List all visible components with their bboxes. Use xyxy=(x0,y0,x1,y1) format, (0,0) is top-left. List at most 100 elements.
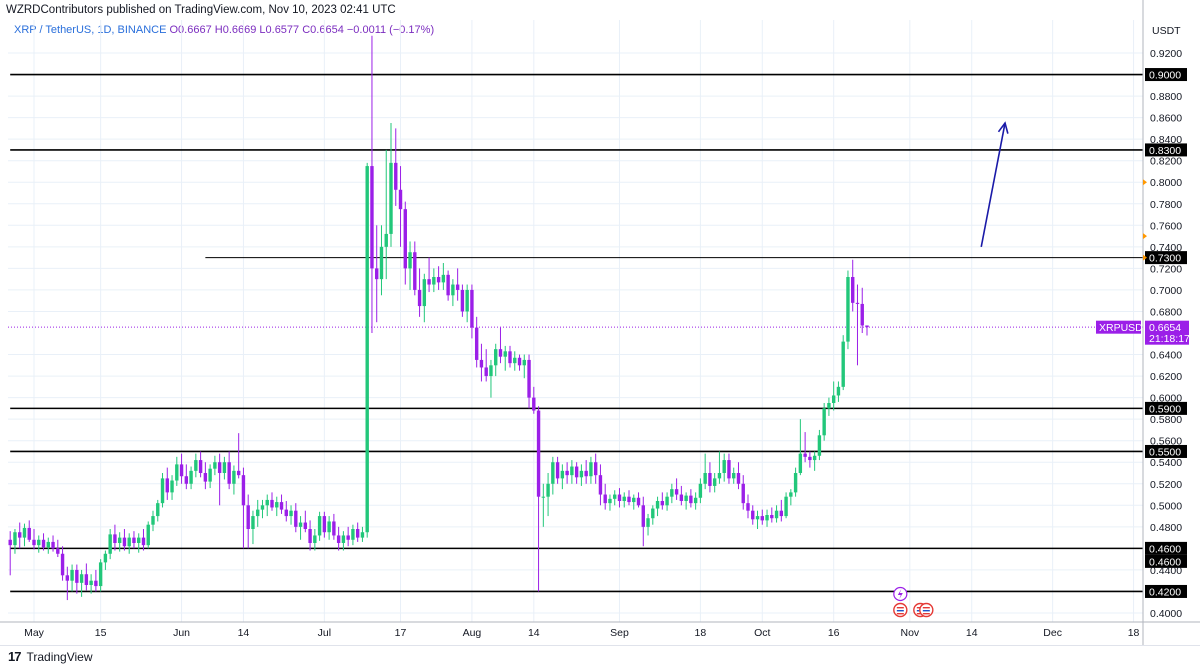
candle-body xyxy=(246,505,250,529)
candle-body xyxy=(603,494,607,504)
price-tick-label: 0.8600 xyxy=(1150,113,1182,125)
candle-body xyxy=(632,497,636,503)
candle-body xyxy=(32,539,36,546)
current-price-tag[interactable] xyxy=(1145,320,1189,345)
candle-body xyxy=(260,505,265,510)
candle-body xyxy=(22,527,27,538)
support-resistance-levels[interactable]: 0.9000 0.8300 0.7300 0.5900 0.5500 0.4600 0.42… xyxy=(8,68,1190,598)
candle-body xyxy=(727,460,731,479)
candle-body xyxy=(770,515,774,519)
candle-body xyxy=(779,510,784,517)
price-tick-label: 0.4800 xyxy=(1150,522,1182,534)
candle-body xyxy=(51,541,55,549)
candle-body xyxy=(608,498,612,504)
candle-body xyxy=(222,462,227,473)
candle-body xyxy=(341,535,346,543)
candle-body xyxy=(522,359,526,366)
candle-body xyxy=(441,274,446,283)
candle-body xyxy=(403,209,407,269)
candle-body xyxy=(103,553,108,563)
projection-arrow[interactable] xyxy=(980,121,1009,247)
price-tick-label: 0.5800 xyxy=(1150,414,1182,426)
candle-body xyxy=(541,496,546,498)
candle-body xyxy=(674,489,679,495)
ohlc-values: O0.6667 H0.6669 L0.6577 C0.6654 −0.0011 … xyxy=(169,24,435,36)
candle-body xyxy=(817,435,822,456)
candle-body xyxy=(122,537,127,547)
candle-body xyxy=(432,277,436,285)
level-tag xyxy=(1145,251,1187,265)
candle-body xyxy=(360,532,365,538)
candle-body xyxy=(108,534,112,554)
symbol-name[interactable]: XRP / TetherUS, 1D, BINANCE xyxy=(14,24,167,36)
candle-body xyxy=(570,466,574,476)
candle-body xyxy=(646,518,650,527)
candle-body xyxy=(413,252,417,290)
candle-body xyxy=(846,277,850,342)
time-tick-label: 14 xyxy=(528,627,540,639)
candle-body xyxy=(636,497,641,506)
candle-body xyxy=(79,574,84,583)
arrow-shaft[interactable] xyxy=(980,122,1006,247)
candle-body xyxy=(622,496,626,501)
candle-body xyxy=(593,462,598,476)
alert-marker xyxy=(1143,254,1147,261)
candle-body xyxy=(146,524,150,546)
candle-body xyxy=(165,478,169,493)
candle-body xyxy=(693,497,698,504)
candle-body xyxy=(717,473,722,479)
candle-body xyxy=(760,516,764,521)
price-tick-label: 0.7200 xyxy=(1150,263,1182,275)
time-tick-label: 18 xyxy=(1128,627,1140,639)
price-tick-label: 0.5200 xyxy=(1150,479,1182,491)
candle-body xyxy=(765,515,769,521)
currency-label[interactable]: USDT xyxy=(1152,25,1181,37)
candle-body xyxy=(160,478,165,504)
price-axis[interactable]: USDT 0.4000 0.4400 0.4800 0.5000 0.5200 0.5400… xyxy=(1142,0,1182,645)
candle-body xyxy=(703,473,707,484)
candle-body xyxy=(579,470,584,478)
candle-body xyxy=(294,510,298,527)
candle-body xyxy=(789,492,793,497)
candle-body xyxy=(417,289,422,307)
level-tag-label: 0.4200 xyxy=(1149,586,1181,598)
candle-body xyxy=(8,539,12,546)
candle-body xyxy=(865,325,869,328)
candle-body xyxy=(203,473,208,482)
candle-body xyxy=(332,521,336,536)
event-markers[interactable] xyxy=(893,586,934,618)
candle-body xyxy=(517,357,522,366)
price-chart[interactable]: 0.9000 0.8300 0.7300 0.5900 0.5500 0.4600 0.42… xyxy=(0,0,1200,645)
candle-body xyxy=(151,516,155,525)
time-axis[interactable]: May 15 Jun 14 Jul 17 Aug 14 Sep 18 Oct 16 Nov 14 Dec 18 xyxy=(0,621,1200,639)
candle-body xyxy=(70,569,74,581)
tradingview-logo[interactable]: 17 TradingView xyxy=(8,649,93,664)
candle-body xyxy=(812,455,817,461)
candle-body xyxy=(60,553,65,576)
time-tick-label: 15 xyxy=(95,627,107,639)
candle-body xyxy=(236,470,241,476)
candle-body xyxy=(665,496,669,506)
candle-body xyxy=(651,508,655,519)
candle-body xyxy=(708,473,712,486)
candle-body xyxy=(408,252,412,269)
flag-stripe xyxy=(896,607,904,609)
price-tick-label: 0.5000 xyxy=(1150,500,1182,512)
level-tag-label: 0.7300 xyxy=(1149,253,1181,265)
candle-body xyxy=(489,365,493,377)
candle-body xyxy=(722,460,726,473)
price-tick-label: 0.6200 xyxy=(1150,371,1182,383)
symbol-tag[interactable] xyxy=(1096,320,1141,334)
candle-body xyxy=(346,535,350,540)
candle-body xyxy=(208,468,212,482)
time-tick-label: Dec xyxy=(1043,627,1062,639)
level-tag xyxy=(1145,401,1187,415)
candle-body xyxy=(670,489,674,497)
candle-body xyxy=(289,510,293,517)
candle-body xyxy=(56,548,60,554)
price-tick-label: 0.6000 xyxy=(1150,393,1182,405)
chart-grid xyxy=(8,20,1143,622)
candle-body xyxy=(213,462,217,469)
candle-body xyxy=(479,359,484,368)
candle-body xyxy=(298,522,303,527)
